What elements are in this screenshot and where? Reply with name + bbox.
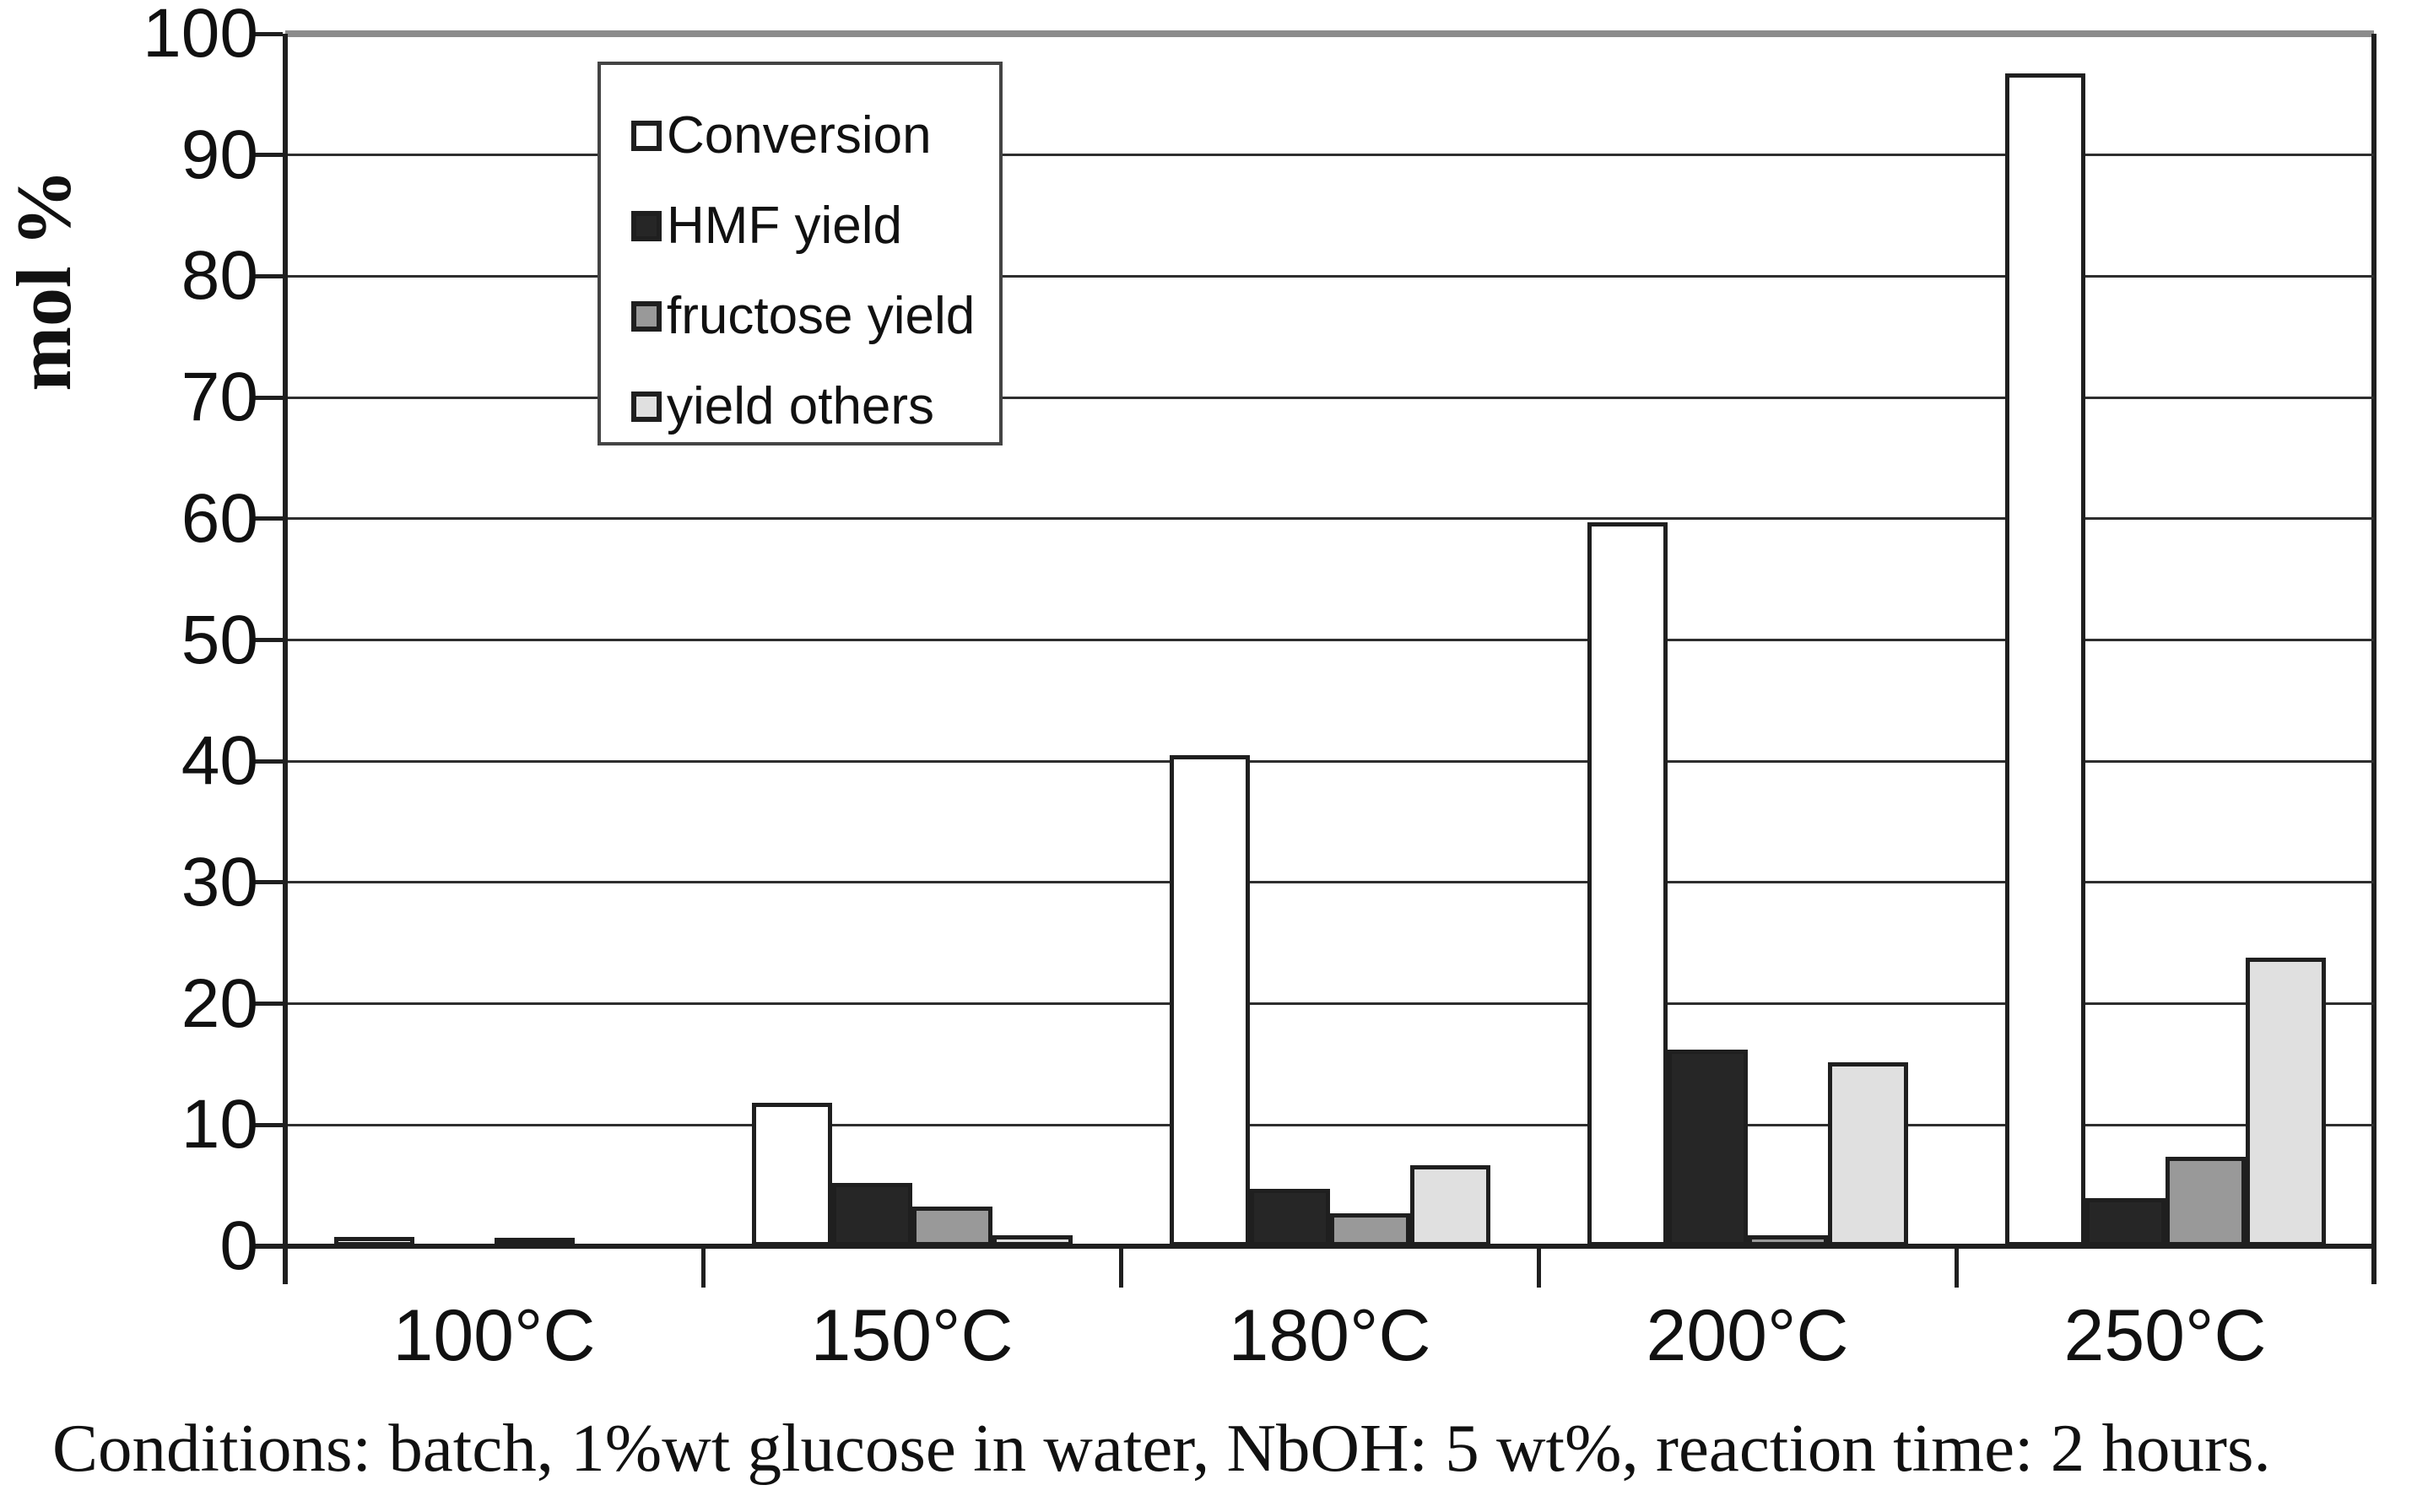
y-tick-label-50: 50 [181, 601, 258, 678]
y-tick-label-0: 0 [219, 1207, 258, 1284]
legend-label: fructose yield [667, 287, 976, 345]
bar-conversion-200°C [1587, 522, 1668, 1246]
y-axis-tick-100 [253, 31, 283, 36]
legend-marker-icon [631, 210, 662, 241]
x-axis-line [253, 1244, 2374, 1249]
bar-conversion-150°C [751, 1103, 832, 1246]
x-category-label-1: 100°C [392, 1295, 596, 1376]
bar-fructose-yield-250°C [2165, 1156, 2246, 1246]
legend-label: HMF yield [667, 197, 903, 255]
x-axis-boundary-tick-2 [1118, 1249, 1123, 1288]
legend-label: yield others [667, 377, 935, 435]
y-axis-tick-20 [253, 1002, 283, 1007]
x-category-label-2: 150°C [810, 1295, 1014, 1376]
gridline-40 [285, 759, 2374, 763]
y-axis-tick-40 [253, 759, 283, 764]
y-axis-tick-80 [253, 273, 283, 278]
figure-caption: Conditions: batch, 1%wt glucose in water… [52, 1410, 2271, 1486]
bar-hmf-yield-180°C [1249, 1189, 1330, 1246]
y-axis-tick-50 [253, 638, 283, 642]
gridline-10 [285, 1123, 2374, 1126]
bar-fructose-yield-180°C [1329, 1213, 1410, 1246]
plot-area: Conversion HMF yield fructose yield yield o… [253, 30, 2376, 1288]
gridline-60 [285, 517, 2374, 521]
y-axis-tick-60 [253, 516, 283, 521]
legend-item-yield-others: yield others [631, 361, 999, 451]
y-tick-label-20: 20 [181, 964, 258, 1042]
plot-border-top [285, 30, 2374, 37]
y-tick-label-10: 10 [181, 1086, 258, 1164]
y-axis-tick-10 [253, 1122, 283, 1127]
y-tick-label-100: 100 [143, 0, 258, 72]
y-axis-tick-30 [253, 880, 283, 885]
legend-rows: Conversion HMF yield fructose yield yield o… [631, 90, 999, 451]
y-axis-tick-90 [253, 153, 283, 158]
bar-conversion-250°C [2004, 73, 2085, 1246]
x-axis-boundary-tick-1 [700, 1249, 706, 1288]
bar-yield-others-200°C [1827, 1061, 1908, 1246]
bar-conversion-180°C [1169, 755, 1250, 1246]
gridline-30 [285, 881, 2374, 884]
x-category-label-3: 180°C [1228, 1295, 1431, 1376]
legend-marker-icon [631, 300, 662, 332]
bar-yield-others-250°C [2245, 958, 2326, 1246]
x-axis-boundary-tick-4 [1954, 1249, 1959, 1288]
y-tick-label-30: 30 [181, 843, 258, 921]
bar-hmf-yield-250°C [2084, 1197, 2166, 1246]
x-category-label-4: 200°C [1646, 1295, 1849, 1376]
x-category-label-5: 250°C [2063, 1295, 2267, 1376]
y-tick-label-60: 60 [181, 479, 258, 557]
bar-hmf-yield-200°C [1667, 1050, 1748, 1246]
gridline-50 [285, 639, 2374, 641]
y-tick-label-80: 80 [181, 237, 258, 315]
legend-marker-icon [631, 120, 662, 151]
legend-item-conversion: Conversion [631, 90, 999, 181]
bar-hmf-yield-150°C [831, 1183, 912, 1246]
gridline-80 [285, 274, 2374, 278]
x-axis-boundary-tick-3 [1536, 1249, 1541, 1288]
y-tick-label-70: 70 [181, 359, 258, 436]
gridline-20 [285, 1002, 2374, 1006]
legend-item-hmf-yield: HMF yield [631, 181, 999, 271]
legend: Conversion HMF yield fructose yield yield o… [597, 62, 1003, 446]
bar-yield-others-180°C [1409, 1164, 1490, 1246]
gridline-70 [285, 396, 2374, 399]
y-axis-tick-70 [253, 395, 283, 400]
plot-border-right [2371, 34, 2376, 1284]
legend-marker-icon [631, 391, 662, 422]
bar-fructose-yield-150°C [911, 1206, 992, 1246]
y-axis-line [283, 34, 288, 1284]
legend-item-fructose-yield: fructose yield [631, 271, 999, 361]
gridline-90 [285, 154, 2374, 157]
y-tick-label-40: 40 [181, 722, 258, 800]
y-tick-label-90: 90 [181, 116, 258, 193]
legend-label: Conversion [667, 106, 932, 165]
